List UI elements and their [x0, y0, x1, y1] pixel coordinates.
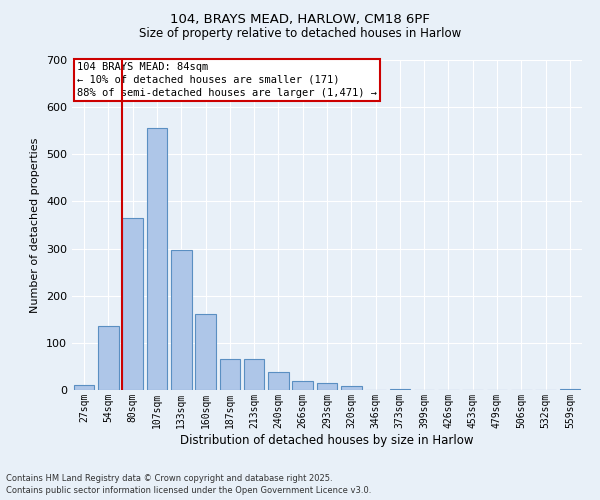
Bar: [244, 360, 265, 390]
Text: Contains HM Land Registry data © Crown copyright and database right 2025.
Contai: Contains HM Land Registry data © Crown c…: [6, 474, 371, 495]
Text: 104, BRAYS MEAD, HARLOW, CM18 6PF: 104, BRAYS MEAD, HARLOW, CM18 6PF: [170, 12, 430, 26]
Bar: [74, 386, 94, 390]
X-axis label: Distribution of detached houses by size in Harlow: Distribution of detached houses by size …: [180, 434, 474, 446]
Bar: [220, 360, 240, 390]
Bar: [389, 388, 410, 390]
Y-axis label: Number of detached properties: Number of detached properties: [31, 138, 40, 312]
Bar: [268, 372, 289, 390]
Text: 104 BRAYS MEAD: 84sqm
← 10% of detached houses are smaller (171)
88% of semi-det: 104 BRAYS MEAD: 84sqm ← 10% of detached …: [77, 62, 377, 98]
Bar: [195, 314, 216, 390]
Bar: [98, 326, 119, 390]
Bar: [560, 388, 580, 390]
Bar: [341, 386, 362, 390]
Bar: [292, 380, 313, 390]
Bar: [146, 128, 167, 390]
Bar: [317, 384, 337, 390]
Bar: [171, 250, 191, 390]
Text: Size of property relative to detached houses in Harlow: Size of property relative to detached ho…: [139, 28, 461, 40]
Bar: [122, 218, 143, 390]
